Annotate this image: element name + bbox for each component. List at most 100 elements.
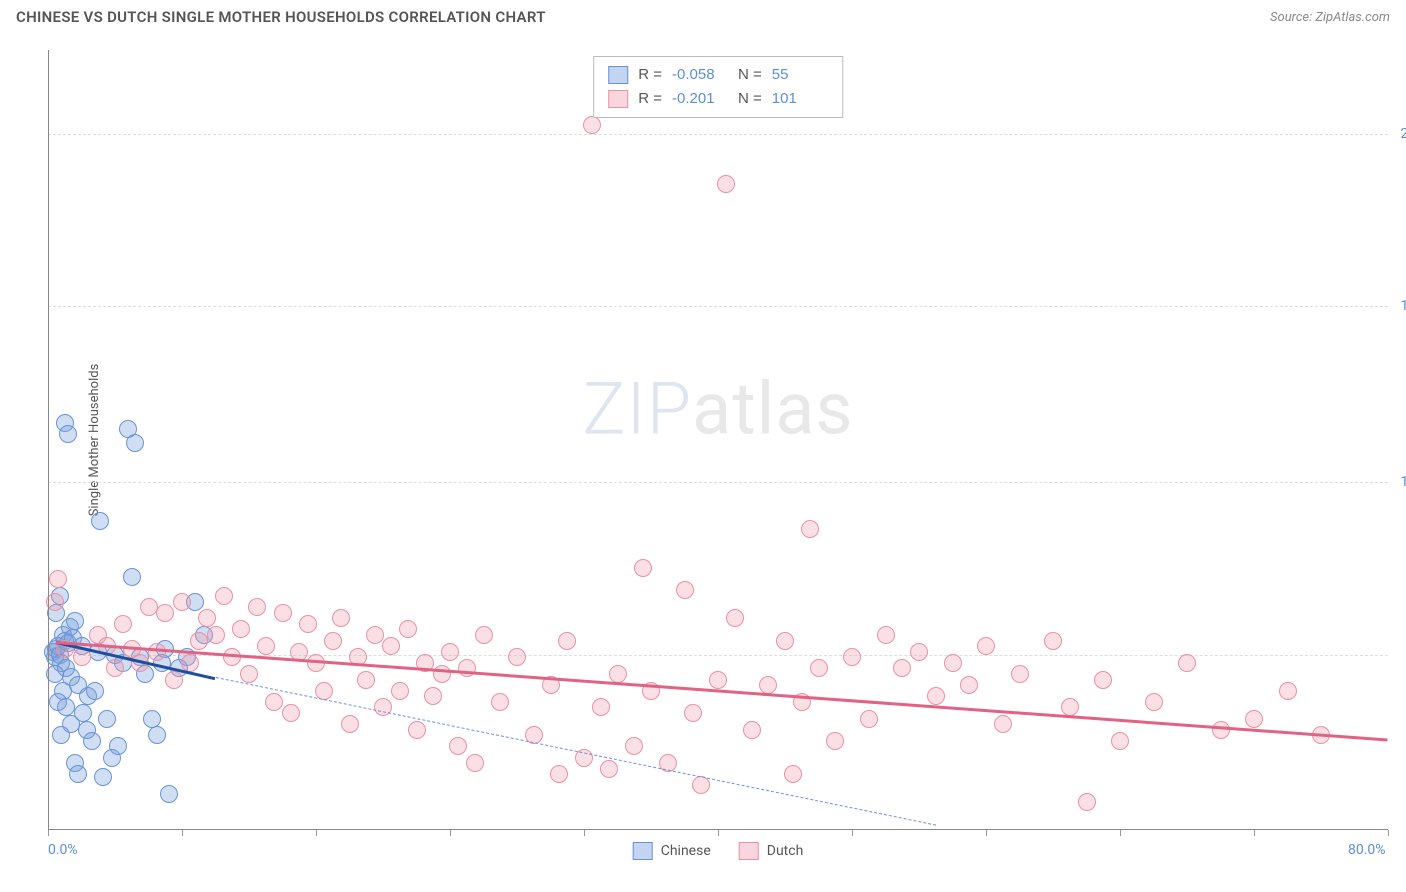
- x-tick-mark: [316, 830, 317, 836]
- x-tick-mark: [1254, 830, 1255, 836]
- watermark: ZIPatlas: [582, 366, 853, 451]
- data-point: [382, 637, 400, 655]
- data-point: [860, 710, 878, 728]
- data-point: [265, 693, 283, 711]
- legend-swatch: [608, 66, 628, 84]
- data-point: [59, 425, 77, 443]
- x-tick-mark: [718, 830, 719, 836]
- data-point: [441, 643, 459, 661]
- gridline: [48, 134, 1388, 135]
- stat-r-value: -0.201: [672, 87, 728, 111]
- data-point: [910, 643, 928, 661]
- data-point: [676, 581, 694, 599]
- data-point: [366, 626, 384, 644]
- data-point: [299, 615, 317, 633]
- data-point: [69, 765, 87, 783]
- data-point: [165, 671, 183, 689]
- data-point: [391, 682, 409, 700]
- data-point: [877, 626, 895, 644]
- data-point: [143, 710, 161, 728]
- data-point: [609, 665, 627, 683]
- data-point: [49, 693, 67, 711]
- data-point: [1111, 732, 1129, 750]
- data-point: [927, 687, 945, 705]
- x-tick-mark: [584, 830, 585, 836]
- data-point: [332, 609, 350, 627]
- data-point: [52, 726, 70, 744]
- x-tick-label: 80.0%: [1348, 842, 1386, 858]
- data-point: [466, 754, 484, 772]
- data-point: [83, 732, 101, 750]
- chart-plot-area: Single Mother Households ZIPatlas 0.0%80…: [48, 50, 1388, 830]
- data-point: [810, 659, 828, 677]
- data-point: [94, 768, 112, 786]
- data-point: [140, 598, 158, 616]
- stat-n-value: 55: [772, 63, 828, 87]
- data-point: [408, 721, 426, 739]
- data-point: [1011, 665, 1029, 683]
- data-point: [550, 765, 568, 783]
- y-axis-line: [48, 50, 49, 830]
- data-point: [257, 637, 275, 655]
- data-point: [960, 676, 978, 694]
- data-point: [776, 632, 794, 650]
- y-axis-label: Single Mother Households: [87, 364, 102, 517]
- data-point: [826, 732, 844, 750]
- data-point: [558, 632, 576, 650]
- source-attribution: Source: ZipAtlas.com: [1270, 10, 1390, 25]
- data-point: [684, 704, 702, 722]
- data-point: [198, 609, 216, 627]
- data-point: [126, 434, 144, 452]
- data-point: [114, 615, 132, 633]
- stat-r-label: R =: [638, 87, 662, 111]
- data-point: [1078, 793, 1096, 811]
- stats-row: R = -0.201 N = 101: [608, 87, 828, 111]
- x-tick-mark: [182, 830, 183, 836]
- data-point: [583, 116, 601, 134]
- data-point: [341, 715, 359, 733]
- data-point: [98, 710, 116, 728]
- x-tick-mark: [450, 830, 451, 836]
- data-point: [1094, 671, 1112, 689]
- data-point: [433, 665, 451, 683]
- data-point: [156, 604, 174, 622]
- x-tick-mark: [986, 830, 987, 836]
- stat-n-label: N =: [738, 63, 762, 87]
- data-point: [1279, 682, 1297, 700]
- data-point: [215, 587, 233, 605]
- data-point: [324, 632, 342, 650]
- data-point: [801, 520, 819, 538]
- data-point: [106, 659, 124, 677]
- y-tick-label: 25.0%: [1400, 126, 1406, 142]
- data-point: [91, 512, 109, 530]
- data-point: [207, 626, 225, 644]
- data-point: [232, 620, 250, 638]
- legend-swatch: [739, 842, 759, 860]
- legend-swatch: [633, 842, 653, 860]
- stat-n-value: 101: [772, 87, 828, 111]
- data-point: [843, 648, 861, 666]
- stat-n-label: N =: [738, 87, 762, 111]
- data-point: [274, 604, 292, 622]
- data-point: [160, 785, 178, 803]
- legend-swatch: [608, 90, 628, 108]
- legend-item: Dutch: [739, 842, 804, 860]
- y-tick-label: 12.5%: [1400, 474, 1406, 490]
- y-tick-label: 18.8%: [1400, 298, 1406, 314]
- data-point: [994, 715, 1012, 733]
- data-point: [1145, 693, 1163, 711]
- gridline: [48, 482, 1388, 483]
- data-point: [109, 737, 127, 755]
- data-point: [508, 648, 526, 666]
- data-point: [1044, 632, 1062, 650]
- chart-title: CHINESE VS DUTCH SINGLE MOTHER HOUSEHOLD…: [16, 8, 546, 26]
- data-point: [1178, 654, 1196, 672]
- data-point: [282, 704, 300, 722]
- x-tick-label: 0.0%: [48, 842, 78, 858]
- x-tick-mark: [48, 830, 49, 836]
- stats-row: R =-0.058N =55: [608, 63, 828, 87]
- watermark-strong: ZIP: [582, 366, 692, 451]
- data-point: [709, 671, 727, 689]
- data-point: [634, 559, 652, 577]
- series-legend: ChineseDutch: [633, 842, 804, 860]
